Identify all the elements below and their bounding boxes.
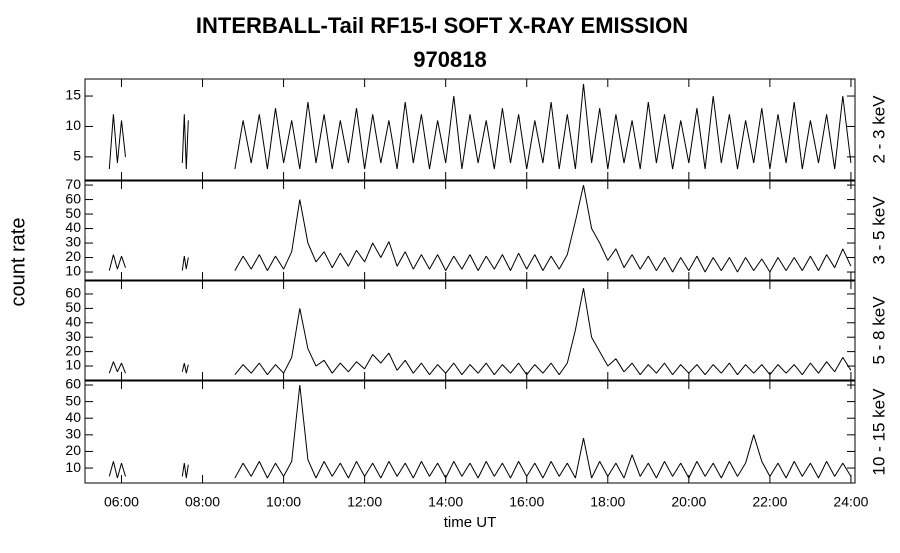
chart-subtitle: 970818 [413, 47, 486, 72]
y-tick-label: 40 [65, 219, 81, 235]
data-line [108, 384, 852, 479]
x-tick-label: 14:00 [428, 494, 463, 510]
panel-frame [84, 180, 856, 281]
y-tick-label: 30 [65, 426, 81, 442]
data-line [108, 288, 852, 376]
x-axis-label: time UT [444, 514, 497, 531]
x-tick-label: 10:00 [266, 494, 301, 510]
y-tick-label: 50 [65, 299, 81, 315]
panel-label: 5 - 8 keV [869, 296, 888, 365]
panel-frame [84, 280, 856, 381]
y-tick-label: 15 [65, 87, 81, 103]
x-tick-label: 24:00 [833, 494, 868, 510]
y-tick-label: 10 [65, 263, 81, 279]
y-tick-label: 20 [65, 248, 81, 264]
y-tick-label: 20 [65, 442, 81, 458]
y-axis-label: count rate [7, 218, 29, 307]
x-tick-label: 18:00 [590, 494, 625, 510]
x-tick-label: 08:00 [185, 494, 220, 510]
x-tick-label: 22:00 [752, 494, 787, 510]
y-tick-label: 60 [65, 376, 81, 392]
data-line [108, 184, 852, 273]
y-tick-label: 60 [65, 190, 81, 206]
x-tick-label: 12:00 [347, 494, 382, 510]
y-tick-label: 30 [65, 328, 81, 344]
y-tick-label: 40 [65, 313, 81, 329]
y-tick-label: 10 [65, 459, 81, 475]
y-tick-label: 60 [65, 285, 81, 301]
y-tick-label: 50 [65, 205, 81, 221]
y-tick-label: 70 [65, 176, 81, 192]
chart-title: INTERBALL-Tail RF15-I SOFT X-RAY EMISSIO… [196, 13, 688, 38]
y-tick-label: 30 [65, 234, 81, 250]
panel-frame [84, 78, 856, 181]
panel-label: 10 - 15 keV [869, 388, 888, 476]
y-tick-label: 10 [65, 357, 81, 373]
y-tick-label: 40 [65, 409, 81, 425]
y-tick-label: 20 [65, 342, 81, 358]
panel-label: 3 - 5 keV [869, 196, 888, 265]
panel-frame [84, 380, 856, 484]
panel-label: 2 - 3 keV [869, 95, 888, 164]
data-line [108, 83, 852, 170]
x-tick-label: 16:00 [509, 494, 544, 510]
y-tick-label: 50 [65, 392, 81, 408]
x-tick-label: 20:00 [671, 494, 706, 510]
x-tick-label: 06:00 [104, 494, 139, 510]
y-tick-label: 5 [73, 148, 81, 164]
y-tick-label: 10 [65, 117, 81, 133]
